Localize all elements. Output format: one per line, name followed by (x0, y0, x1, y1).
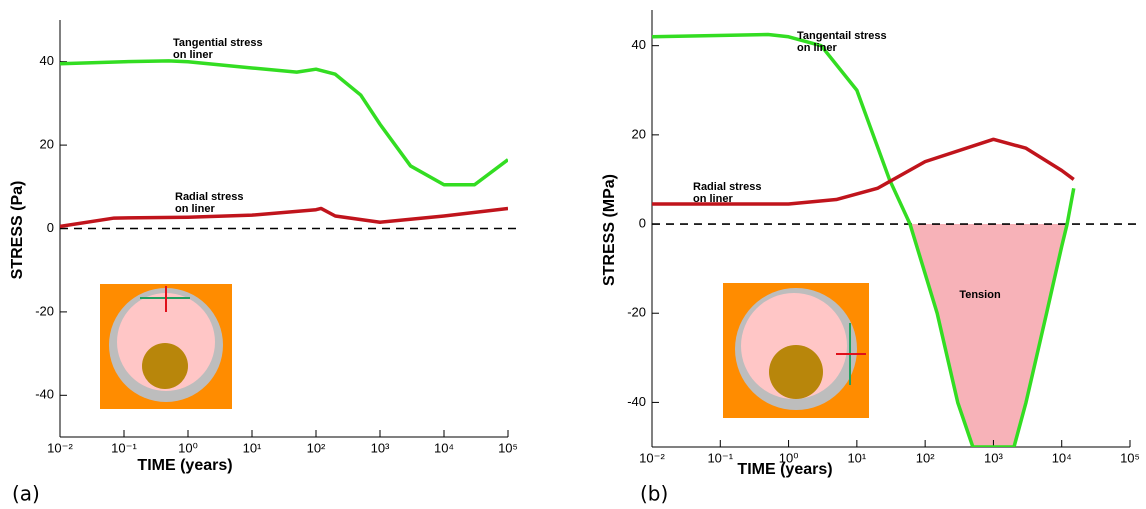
x-tick-label: 10⁻² (639, 450, 665, 465)
y-tick-label: 40 (632, 37, 646, 52)
annotation: Tangentail stress (797, 30, 887, 42)
cavity (117, 293, 215, 391)
annotation: on liner (175, 203, 215, 215)
panel-label: (b) (640, 482, 668, 506)
x-tick-label: 10⁻² (47, 440, 73, 455)
x-axis-label: TIME (years) (737, 461, 832, 478)
series-line (60, 59, 508, 187)
y-tick-label: 0 (47, 220, 54, 235)
chart-panel: 40 20 0 -20 -40 10⁻² 10⁻¹ 10⁰ 10¹ 10² 10³ 10⁴ 10⁵ Tan… (9, 20, 518, 506)
annotation: Radial stress (693, 181, 761, 193)
y-tick-label: -40 (627, 394, 646, 409)
x-tick-label: 10³ (371, 440, 390, 455)
x-tick-label: 10¹ (847, 450, 866, 465)
x-axis-label: TIME (years) (137, 457, 232, 474)
y-tick-label: -40 (35, 387, 54, 402)
y-tick-label: -20 (35, 303, 54, 318)
waste (769, 345, 823, 399)
y-tick-label: -20 (627, 305, 646, 320)
y-tick-label: 20 (40, 137, 54, 152)
y-tick-label: 0 (639, 215, 646, 230)
y-tick-label: 40 (40, 53, 54, 68)
annotation: Radial stress (175, 191, 243, 203)
series-line (60, 206, 508, 229)
x-tick-label: 10⁵ (1120, 450, 1140, 465)
y-axis-label: STRESS (Pa) (9, 181, 26, 280)
x-tick-label: 10⁻¹ (707, 450, 733, 465)
x-tick-label: 10⁴ (434, 440, 454, 455)
x-tick-label: 10³ (984, 450, 1003, 465)
x-tick-label: 10⁰ (779, 450, 799, 465)
x-tick-label: 10² (916, 450, 935, 465)
inset-a (100, 284, 232, 409)
chart-panel: 40 20 0 -20 -40 10⁻² 10⁻¹ 10⁰ 10¹ 10² 10³ 10⁴ 10⁵ Tan… (601, 10, 1140, 506)
annotation: on liner (797, 42, 837, 54)
annotation: Tangential stress (173, 37, 263, 49)
inset-b (723, 283, 869, 418)
waste (142, 343, 188, 389)
annotation: Tension (959, 289, 1001, 301)
x-tick-label: 10⁰ (178, 440, 198, 455)
x-tick-label: 10² (307, 440, 326, 455)
panel-label: (a) (12, 482, 40, 506)
x-tick-label: 10¹ (243, 440, 262, 455)
series-line (652, 137, 1075, 206)
x-tick-label: 10⁵ (498, 440, 518, 455)
tension-area (909, 224, 1068, 447)
y-axis-label: STRESS (MPa) (601, 174, 618, 286)
x-tick-label: 10⁴ (1052, 450, 1072, 465)
series-line (652, 32, 1076, 447)
y-tick-label: 20 (632, 126, 646, 141)
x-tick-label: 10⁻¹ (111, 440, 137, 455)
annotation: on liner (693, 193, 733, 205)
annotation: on liner (173, 49, 213, 61)
